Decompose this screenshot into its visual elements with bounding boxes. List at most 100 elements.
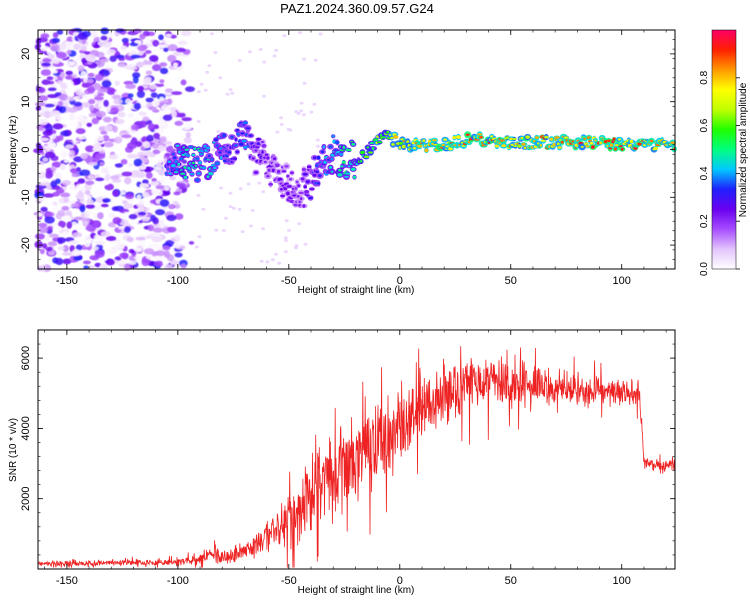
spectrogram-cell xyxy=(150,92,158,98)
spectrogram-cell xyxy=(75,128,86,135)
spectrogram-cell xyxy=(159,67,169,75)
spectrogram-cell xyxy=(238,187,243,191)
spectrogram-cell xyxy=(175,76,182,82)
spectrogram-cell xyxy=(149,55,159,62)
spectrogram-cell xyxy=(146,134,154,142)
spectrogram-cell xyxy=(73,216,85,221)
spectrogram-cell xyxy=(84,190,91,195)
spectrogram-cell xyxy=(312,173,317,177)
spectrogram-cell xyxy=(363,155,370,159)
spectrogram-cell xyxy=(36,212,43,217)
spectrogram-cell xyxy=(147,123,156,131)
spectrogram-cell xyxy=(99,263,108,270)
spectrogram-cell xyxy=(136,222,147,227)
spectrogram-cell xyxy=(344,175,349,178)
spectrogram-cell xyxy=(124,98,132,105)
spectrogram-cell xyxy=(279,188,283,191)
spectrogram-cell xyxy=(230,91,235,95)
spectrogram-cell xyxy=(159,176,167,185)
spectrogram-cell xyxy=(168,204,175,209)
spectrogram-cell xyxy=(167,160,172,163)
spectrogram-cell xyxy=(44,103,55,108)
spectrogram-cell xyxy=(148,84,158,90)
spectrogram-cell xyxy=(345,172,351,175)
spectrogram-cell xyxy=(173,156,177,160)
spectrogram-cell xyxy=(139,120,148,128)
spectrogram-cell xyxy=(38,225,49,234)
spectrogram-cell xyxy=(231,206,236,210)
spectrogram-cell xyxy=(637,142,642,146)
spectrogram-cell xyxy=(297,184,301,188)
spectrogram-cell xyxy=(216,130,221,134)
spectrogram-cell xyxy=(120,240,129,245)
spectrogram-cell xyxy=(57,246,65,251)
spectrogram-cell xyxy=(40,264,47,272)
spectrogram-cell xyxy=(211,169,216,172)
spectrogram-cell xyxy=(243,146,248,149)
spectrogram-cell xyxy=(73,95,81,101)
spectrogram-cell xyxy=(54,172,63,180)
spectrogram-cell xyxy=(138,211,147,216)
spectrogram-cell xyxy=(89,104,95,112)
spectrogram-x-tick-label: 100 xyxy=(613,275,631,287)
spectrogram-cell xyxy=(162,245,171,251)
spectrogram-cell xyxy=(274,252,278,256)
spectrogram-cell xyxy=(166,214,177,222)
spectrogram-cell xyxy=(125,83,136,89)
spectrogram-cell xyxy=(100,35,108,41)
spectrogram-cell xyxy=(359,160,363,163)
spectrogram-cell xyxy=(100,130,108,135)
spectrogram-cell xyxy=(620,147,624,151)
spectrogram-cell xyxy=(37,195,45,203)
spectrogram-cell xyxy=(287,228,291,232)
spectrogram-cell xyxy=(132,148,140,154)
spectrogram-cell xyxy=(159,199,170,207)
spectrogram-cell xyxy=(253,171,259,174)
spectrogram-cell xyxy=(69,150,76,157)
spectrogram-cell xyxy=(309,187,315,191)
spectrogram-cell xyxy=(42,130,53,136)
spectrogram-cell xyxy=(79,169,91,176)
spectrogram-cell xyxy=(43,193,55,198)
spectrogram-cell xyxy=(77,190,84,198)
spectrogram-cell xyxy=(165,33,173,38)
spectrogram-cell xyxy=(68,183,76,191)
spectrogram-cell xyxy=(133,102,141,110)
spectrogram-cell xyxy=(92,221,100,227)
spectrogram-cell xyxy=(123,203,134,209)
snr-x-tick-label: -100 xyxy=(167,575,189,587)
spectrogram-cell xyxy=(241,139,247,143)
spectrogram-cell xyxy=(40,206,48,213)
spectrogram-cell xyxy=(152,227,164,233)
spectrogram-cell xyxy=(84,183,92,191)
spectrogram-cell xyxy=(144,202,150,206)
spectrogram-cell xyxy=(58,134,64,141)
spectrogram-cell xyxy=(181,117,192,122)
spectrogram-cell xyxy=(175,47,186,53)
colorbar-tick-label: 0.8 xyxy=(699,70,710,84)
spectrogram-cell xyxy=(66,221,73,229)
snr-x-tick-label: 100 xyxy=(613,575,631,587)
spectrogram-cell xyxy=(143,140,151,149)
spectrogram-cell xyxy=(245,127,251,130)
spectrogram-cell xyxy=(54,225,62,231)
spectrogram-cell xyxy=(237,59,242,62)
spectrogram-cell xyxy=(318,174,322,178)
spectrogram-cell xyxy=(59,163,66,171)
spectrogram-cell xyxy=(448,147,453,151)
spectrogram-cell xyxy=(141,191,150,198)
spectrogram-cell xyxy=(284,219,289,223)
spectrogram-cell xyxy=(143,248,155,255)
spectrogram-cell xyxy=(300,197,303,201)
spectrogram-cell xyxy=(47,87,57,92)
spectrogram-cell xyxy=(80,70,88,78)
spectrogram-cell xyxy=(151,236,162,243)
spectrogram-cell xyxy=(218,76,223,80)
spectrogram-cell xyxy=(139,183,150,189)
spectrogram-cell xyxy=(180,263,187,269)
spectrogram-cell xyxy=(44,171,53,179)
spectrogram-x-ticks: -150 -100 -50 0 50 100 xyxy=(44,30,667,287)
spectrogram-cell xyxy=(114,244,125,249)
spectrogram-cell xyxy=(277,261,282,265)
spectrogram-cell xyxy=(50,115,56,122)
